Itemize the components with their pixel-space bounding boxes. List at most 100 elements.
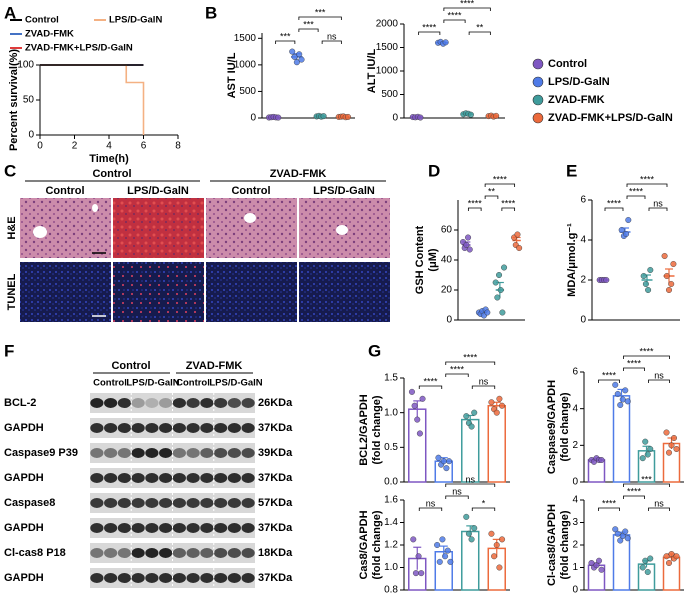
blot-band	[90, 448, 104, 458]
blot-band	[131, 448, 145, 458]
blot-band	[159, 473, 173, 483]
blot-band	[104, 573, 118, 583]
blot-band	[131, 523, 145, 533]
blot-band	[227, 423, 241, 433]
data-point	[417, 114, 424, 121]
blot-band	[159, 498, 173, 508]
significance-bracket	[623, 355, 670, 359]
significance-bracket	[648, 507, 670, 511]
significance-label: ns	[654, 370, 664, 380]
y-tick-label: 6	[572, 367, 578, 378]
y-tick-label: 4	[572, 403, 578, 414]
data-point	[598, 457, 605, 464]
lane-label: LPS/D-GalN	[209, 378, 262, 389]
data-point	[493, 112, 500, 119]
significance-bracket	[418, 31, 441, 35]
blot-band	[117, 498, 131, 508]
significance-label: ****	[629, 186, 644, 196]
blot-band	[159, 548, 173, 558]
data-point	[663, 429, 670, 436]
data-point	[614, 391, 621, 398]
blot-band	[117, 423, 131, 433]
significance-bracket	[468, 31, 491, 35]
data-point	[666, 287, 673, 294]
blot-band	[200, 523, 214, 533]
significance-label: ****	[468, 198, 483, 208]
y-tick-label: 100	[17, 60, 34, 71]
legend-label: LPS/D-GalN	[548, 76, 610, 88]
data-point	[612, 381, 619, 388]
blot-band	[90, 498, 104, 508]
significance-bracket	[648, 207, 668, 211]
x-tick-label: 2	[72, 141, 78, 152]
data-point	[647, 267, 654, 274]
data-point	[418, 570, 425, 577]
panel-letter: C	[4, 161, 16, 180]
data-point	[320, 113, 327, 120]
legend-label: ZVAD-FMK+LPS/D-GalN	[25, 43, 133, 54]
significance-label: ***	[641, 474, 652, 484]
blot-band	[145, 473, 159, 483]
y-tick-label: 1.4	[384, 517, 398, 528]
data-point	[625, 216, 632, 223]
data-point	[465, 234, 472, 241]
legend-label: ZVAD-FMK	[548, 94, 605, 106]
blot-band	[145, 398, 159, 408]
blot-size-label: 37KDa	[258, 572, 293, 584]
data-point	[668, 551, 675, 558]
blot-band	[227, 448, 241, 458]
data-point	[639, 455, 646, 462]
y-tick-label: 6	[580, 195, 586, 206]
column-label: Control	[231, 185, 270, 197]
blot-band	[172, 523, 186, 533]
y-tick-label: 1000	[376, 66, 399, 77]
blot-band	[227, 548, 241, 558]
y-tick-label: 2000	[376, 19, 399, 30]
significance-label: ns	[327, 31, 337, 41]
x-tick-label: 6	[141, 141, 147, 152]
data-point	[499, 536, 506, 543]
blot-size-label: 18KDa	[258, 547, 293, 559]
data-point	[617, 537, 624, 544]
blot-band	[200, 573, 214, 583]
y-tick-label: 3	[572, 517, 578, 528]
vessel	[92, 204, 98, 212]
significance-label: ****	[602, 370, 617, 380]
y-axis-label: AST IU/L	[226, 52, 238, 98]
significance-label: ns	[426, 498, 436, 508]
vessel	[336, 225, 348, 235]
y-tick-label: 0.8	[384, 585, 398, 596]
micrograph	[299, 262, 390, 322]
blot-row-label: Cl-cas8 P18	[4, 547, 66, 559]
data-point	[471, 409, 478, 416]
blot-band	[214, 523, 228, 533]
significance-label: ***	[303, 19, 314, 29]
data-point	[416, 430, 423, 437]
y-tick-label: 2	[572, 440, 578, 451]
significance-bracket	[443, 19, 466, 23]
significance-label: ****	[463, 352, 478, 362]
x-axis-label: Time(h)	[89, 153, 129, 165]
data-point	[647, 555, 654, 562]
blot-row-label: GAPDH	[4, 522, 44, 534]
significance-label: ns	[479, 376, 489, 386]
x-tick-label: 8	[175, 141, 181, 152]
significance-label: ***	[280, 31, 291, 41]
blot-band	[159, 523, 173, 533]
row-label: H&E	[6, 216, 18, 239]
y-axis-label: Caspase9/GAPDH	[546, 380, 558, 474]
blot-band	[214, 498, 228, 508]
data-point	[598, 566, 605, 573]
blot-band	[227, 473, 241, 483]
data-point	[439, 536, 446, 543]
blot-band	[145, 523, 159, 533]
blot-size-label: 39KDa	[258, 447, 293, 459]
data-point	[673, 553, 680, 560]
significance-label: ****	[423, 376, 438, 386]
y-axis-label: Cas8/GAPDH	[358, 510, 370, 579]
significance-label: ****	[493, 174, 508, 184]
legend-label: Control	[548, 58, 587, 70]
data-point	[488, 530, 495, 537]
data-point	[436, 558, 443, 565]
